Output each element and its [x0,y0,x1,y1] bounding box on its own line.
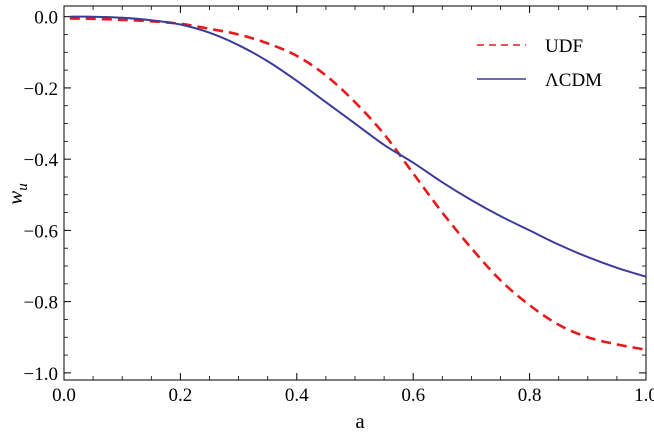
x-tick-label: 0.4 [285,385,309,406]
x-tick-label: 1.0 [634,385,654,406]
tick-labels: 0.0 0.2 0.4 0.6 0.8 1.0 0.0 −0.2 −0.4 −0.6 −0.8 −1.… [24,8,654,406]
x-tick-label: 0.2 [169,385,193,406]
series-line-udf [69,17,647,351]
legend-label-udf: UDF [545,36,583,57]
y-tick-label: 0.0 [34,8,58,29]
y-axis-title-main: w [3,191,27,205]
x-axis-title: a [355,409,365,433]
legend: UDF ΛCDM [477,36,602,91]
y-tick-label: −0.2 [24,79,58,100]
ticks [63,6,647,380]
svg-text:wu: wu [3,183,31,205]
legend-label-lcdm: ΛCDM [545,70,602,91]
y-tick-label: −1.0 [24,364,58,385]
series-lines [69,15,647,351]
y-tick-label: −0.8 [24,293,58,314]
x-tick-label: 0.6 [401,385,425,406]
y-axis-title-sub: u [15,183,31,191]
x-tick-label: 0.0 [52,385,76,406]
y-axis-title: wu [3,183,31,205]
y-tick-label: −0.4 [24,150,59,171]
series-line-lcdm [69,15,647,278]
x-tick-label: 0.8 [518,385,542,406]
y-tick-label: −0.6 [24,221,58,242]
